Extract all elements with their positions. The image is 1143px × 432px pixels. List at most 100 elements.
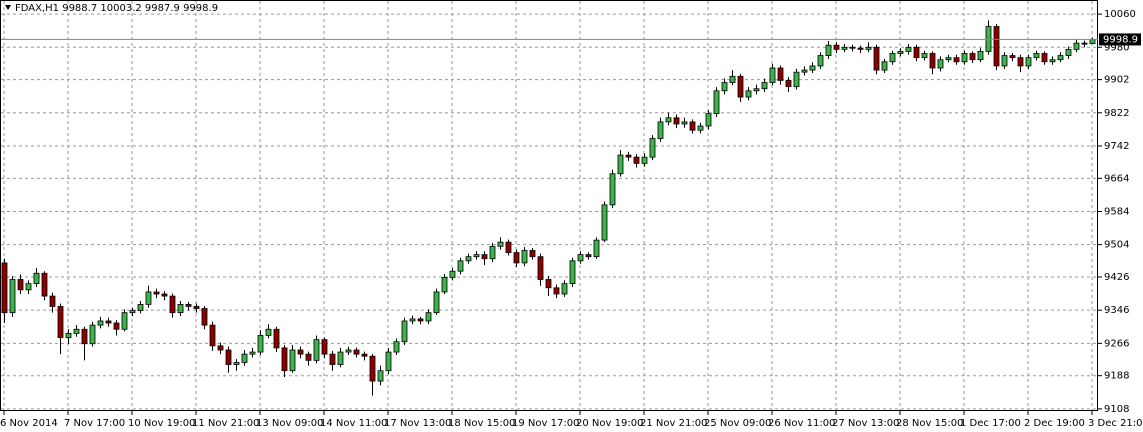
x-tick-label: 10 Nov 19:00 bbox=[128, 418, 195, 429]
y-tick-label: 10060 bbox=[1104, 9, 1136, 20]
x-tick-label: 14 Nov 11:00 bbox=[320, 418, 387, 429]
x-tick-label: 3 Dec 21:00 bbox=[1088, 418, 1143, 429]
candle-body bbox=[849, 46, 856, 49]
candle-body bbox=[337, 351, 344, 365]
candle-body bbox=[753, 88, 760, 92]
x-tick-label: 7 Nov 17:00 bbox=[64, 418, 125, 429]
candle-body bbox=[1025, 57, 1032, 67]
candle-body bbox=[865, 46, 872, 50]
candle-body bbox=[201, 308, 208, 326]
candle-body bbox=[377, 370, 384, 382]
x-tick-label: 11 Nov 21:00 bbox=[192, 418, 259, 429]
x-tick-label: 2 Dec 19:00 bbox=[1024, 418, 1085, 429]
candle-body bbox=[649, 138, 656, 158]
candle-body bbox=[1009, 55, 1016, 59]
price-label-box bbox=[1099, 33, 1141, 46]
candle-body bbox=[745, 90, 752, 98]
candle-body bbox=[953, 57, 960, 63]
candle-body bbox=[873, 46, 880, 71]
candle-body bbox=[513, 252, 520, 264]
candle-body bbox=[713, 90, 720, 115]
candle-body bbox=[937, 59, 944, 69]
candle-body bbox=[409, 318, 416, 322]
candle-body bbox=[505, 241, 512, 253]
candle-body bbox=[353, 349, 360, 355]
chart-title: FDAX,H1 9988.7 10003.2 9987.9 9998.9 bbox=[15, 3, 218, 14]
candle-body bbox=[1073, 42, 1080, 50]
candle-body bbox=[761, 82, 768, 90]
candle-body bbox=[689, 121, 696, 131]
candle-body bbox=[89, 324, 96, 345]
candle-body bbox=[681, 121, 688, 125]
candle-body bbox=[297, 349, 304, 355]
candle-body bbox=[305, 353, 312, 361]
candle-body bbox=[769, 67, 776, 83]
candle-body bbox=[1049, 59, 1056, 63]
candle-body bbox=[801, 69, 808, 73]
x-tick-label: 25 Nov 09:00 bbox=[704, 418, 771, 429]
x-tick-label: 28 Nov 15:00 bbox=[896, 418, 963, 429]
y-tick-label: 9346 bbox=[1104, 305, 1129, 316]
x-tick-label: 17 Nov 13:00 bbox=[384, 418, 451, 429]
candle-body bbox=[129, 310, 136, 314]
candle-body bbox=[833, 44, 840, 50]
candle-body bbox=[569, 260, 576, 285]
y-tick-label: 9504 bbox=[1104, 240, 1129, 251]
candle-body bbox=[969, 53, 976, 61]
candle-body bbox=[889, 53, 896, 63]
candle-body bbox=[633, 156, 640, 164]
candle-body bbox=[193, 306, 200, 309]
candle-body bbox=[609, 173, 616, 206]
candle-body bbox=[25, 283, 32, 291]
candle-body bbox=[65, 333, 72, 338]
candle-body bbox=[1081, 42, 1088, 45]
candle-body bbox=[521, 250, 528, 264]
candle-body bbox=[777, 67, 784, 81]
candle-body bbox=[385, 351, 392, 372]
candle-body bbox=[497, 241, 504, 247]
y-tick-label: 9902 bbox=[1104, 75, 1129, 86]
candle-body bbox=[177, 303, 184, 314]
candle-body bbox=[9, 279, 16, 314]
candle-body bbox=[929, 53, 936, 69]
candle-body bbox=[561, 283, 568, 295]
candle-body bbox=[1017, 57, 1024, 67]
candle-body bbox=[625, 154, 632, 158]
candle-body bbox=[657, 121, 664, 139]
candle-body bbox=[217, 345, 224, 351]
y-tick-label: 9980 bbox=[1104, 42, 1129, 53]
y-tick-label: 9584 bbox=[1104, 206, 1129, 217]
candle-body bbox=[977, 51, 984, 61]
candle-body bbox=[169, 295, 176, 314]
x-tick-label: 19 Nov 17:00 bbox=[512, 418, 579, 429]
candle-body bbox=[41, 272, 48, 297]
candle-body bbox=[737, 75, 744, 98]
candle-body bbox=[537, 256, 544, 280]
candle-body bbox=[489, 245, 496, 260]
candle-body bbox=[105, 320, 112, 324]
candle-body bbox=[617, 154, 624, 175]
candle-body bbox=[945, 57, 952, 61]
y-tick-label: 9426 bbox=[1104, 272, 1129, 283]
y-tick-label: 9664 bbox=[1104, 173, 1129, 184]
x-tick-label: 6 Nov 2014 bbox=[0, 418, 58, 429]
y-tick-label: 9188 bbox=[1104, 371, 1129, 382]
candle-body bbox=[1, 262, 8, 314]
candle-body bbox=[1001, 55, 1008, 67]
x-tick-label: 21 Nov 21:00 bbox=[640, 418, 707, 429]
y-tick-label: 9742 bbox=[1104, 141, 1129, 152]
candle-body bbox=[1033, 53, 1040, 59]
candle-body bbox=[913, 46, 920, 59]
candle-body bbox=[673, 117, 680, 125]
candle-body bbox=[433, 291, 440, 314]
candle-body bbox=[57, 306, 64, 338]
plot-frame bbox=[0, 0, 1098, 411]
candle-body bbox=[529, 250, 536, 258]
candle-body bbox=[313, 339, 320, 361]
candle-body bbox=[601, 204, 608, 241]
candle-body bbox=[1057, 55, 1064, 61]
candle-body bbox=[185, 303, 192, 307]
candle-body bbox=[225, 349, 232, 365]
candle-body bbox=[857, 47, 864, 50]
candle-body bbox=[113, 322, 120, 330]
